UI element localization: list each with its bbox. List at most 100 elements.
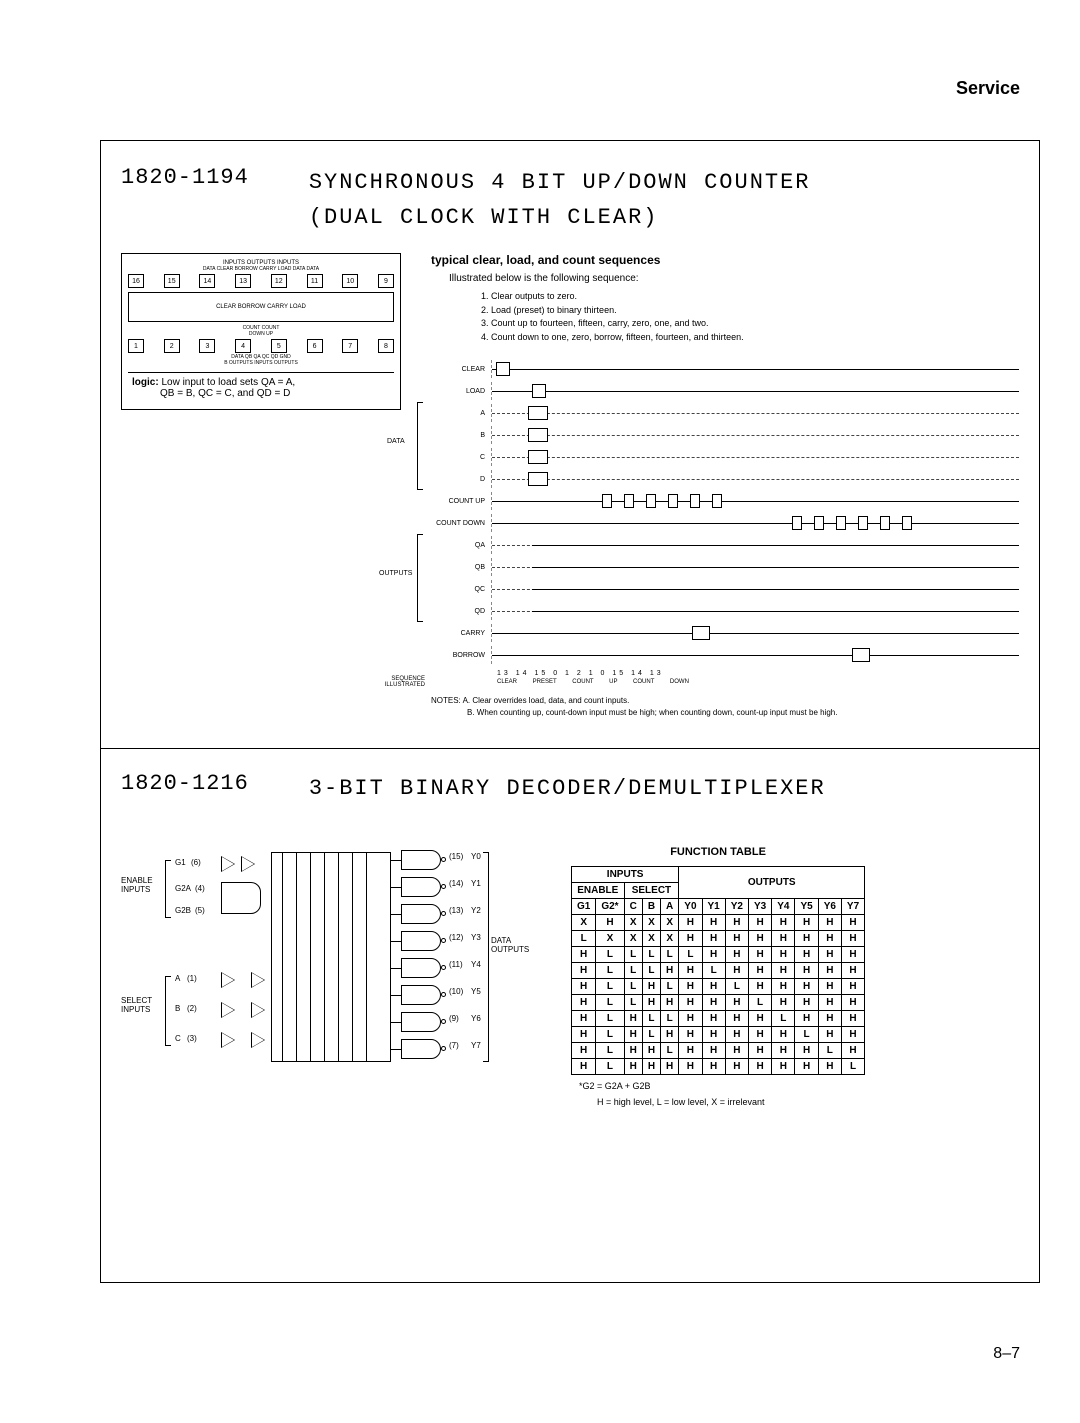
header-service: Service	[956, 78, 1020, 99]
func-cell: H	[795, 994, 818, 1010]
timing-row-label: COUNT UP	[431, 498, 491, 505]
logic-label: logic:	[132, 377, 159, 388]
c-lbl: C	[175, 1034, 181, 1043]
timing-wave	[491, 426, 1019, 444]
func-cell: H	[725, 1042, 748, 1058]
func-cell: X	[642, 914, 660, 930]
b-pin: (2)	[187, 1004, 197, 1013]
pin: 10	[342, 274, 358, 288]
out-name: Y3	[471, 933, 481, 942]
func-cell: H	[795, 914, 818, 930]
g2b-pin: (5)	[195, 906, 205, 915]
func-cell: H	[772, 930, 795, 946]
func-cell: L	[624, 946, 642, 962]
func-cell: H	[679, 1026, 702, 1042]
func-cell: H	[748, 1042, 771, 1058]
func-cell: L	[596, 1058, 624, 1074]
wire	[391, 1049, 401, 1050]
func-cell: L	[661, 978, 679, 994]
enable-brace	[165, 860, 171, 918]
func-cell: L	[596, 994, 624, 1010]
func-cell: H	[642, 1058, 660, 1074]
seq-list: 1. Clear outputs to zero. 2. Load (prese…	[481, 290, 1019, 344]
func-row: HLHLHHHHHHLHH	[572, 1026, 865, 1042]
out-name: Y2	[471, 906, 481, 915]
timing-row-label: CARRY	[431, 630, 491, 637]
timing-wave	[491, 536, 1019, 554]
seq-illus-lbl: SEQUENCE ILLUSTRATED	[375, 676, 425, 688]
chip-diagram: INPUTS OUTPUTS INPUTS DATA CLEAR BORROW …	[121, 253, 401, 717]
func-cell: H	[725, 946, 748, 962]
g2a-lbl: G2A	[175, 884, 191, 893]
func-cell: L	[642, 946, 660, 962]
func-col: Y3	[748, 898, 771, 914]
timing-row-label: B	[431, 432, 491, 439]
func-cell: L	[596, 1010, 624, 1026]
timing-row: LOAD	[431, 380, 1019, 402]
nand-gate-icon	[401, 1039, 441, 1059]
timing-row-label: QC	[431, 586, 491, 593]
func-cell: H	[841, 1010, 864, 1026]
func-cell: H	[841, 994, 864, 1010]
func-cell: H	[772, 946, 795, 962]
inverter-bubble-icon	[441, 938, 446, 943]
func-cell: H	[679, 994, 702, 1010]
func-cell: X	[596, 930, 624, 946]
func-cell: H	[679, 1042, 702, 1058]
pin: 3	[199, 339, 215, 353]
out-pin: (12)	[449, 933, 463, 942]
notes-lead: NOTES:	[431, 696, 461, 705]
func-cell: L	[642, 1010, 660, 1026]
timing-wave	[491, 360, 1019, 378]
chip-bot-sub2: DOWN UP	[128, 332, 394, 338]
func-cell: H	[818, 1058, 841, 1074]
buffer-icon	[251, 972, 265, 988]
func-cell: H	[725, 1010, 748, 1026]
func-cell: H	[841, 1042, 864, 1058]
outputs-brace	[483, 852, 489, 1062]
part-number-1: 1820-1194	[121, 165, 249, 235]
timing-row-label: LOAD	[431, 388, 491, 395]
func-cell: L	[596, 1042, 624, 1058]
func-cell: H	[841, 946, 864, 962]
timing-row: B	[431, 424, 1019, 446]
timing-row: A	[431, 402, 1019, 424]
g1-pin: (6)	[191, 858, 201, 867]
func-cell: H	[795, 946, 818, 962]
pin: 12	[271, 274, 287, 288]
func-cell: X	[624, 914, 642, 930]
func-cell: H	[772, 994, 795, 1010]
func-col: Y6	[818, 898, 841, 914]
func-cell: H	[748, 978, 771, 994]
pin: 11	[307, 274, 323, 288]
func-cell: H	[702, 978, 725, 994]
inverter-bubble-icon	[441, 1019, 446, 1024]
out-pin: (7)	[449, 1041, 459, 1050]
g2a-pin: (4)	[195, 884, 205, 893]
nor-gate-icon	[221, 882, 261, 914]
timing-row: COUNT DOWN	[431, 512, 1019, 534]
func-cell: H	[748, 962, 771, 978]
pin: 15	[164, 274, 180, 288]
out-name: Y0	[471, 852, 481, 861]
a-lbl: A	[175, 974, 180, 983]
title-2: 3-BIT BINARY DECODER/DEMULTIPLEXER	[309, 771, 826, 806]
func-cell: L	[596, 978, 624, 994]
seq-item: 2. Load (preset) to binary thirteen.	[481, 304, 1019, 318]
chip-top-sub: DATA CLEAR BORROW CARRY LOAD DATA DATA	[128, 267, 394, 273]
func-cell: H	[795, 978, 818, 994]
func-cell: H	[818, 994, 841, 1010]
func-cell: H	[642, 1042, 660, 1058]
nand-gate-icon	[401, 985, 441, 1005]
func-col: Y2	[725, 898, 748, 914]
b-lbl: B	[175, 1004, 180, 1013]
timing-wave	[491, 580, 1019, 598]
th-select: SELECT	[624, 882, 679, 898]
buffer-icon	[221, 972, 235, 988]
func-col: Y1	[702, 898, 725, 914]
func-cell: H	[642, 994, 660, 1010]
a-pin: (1)	[187, 974, 197, 983]
func-row: HLHHLHHHHHHLH	[572, 1042, 865, 1058]
logic-diagram: ENABLE INPUTS SELECT INPUTS G1 (6) G2A (…	[121, 846, 541, 1086]
timing-row: C	[431, 446, 1019, 468]
